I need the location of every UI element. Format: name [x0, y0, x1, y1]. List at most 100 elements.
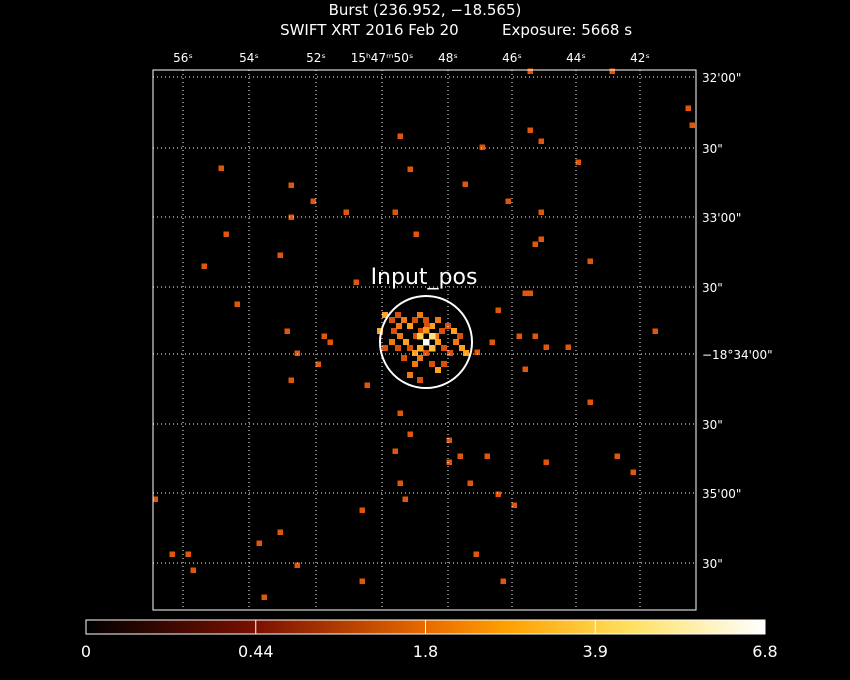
pixel: [418, 328, 424, 334]
pixel: [417, 355, 423, 361]
pixel: [474, 349, 480, 355]
pixel: [401, 355, 407, 361]
pixel: [294, 350, 300, 356]
pixel: [397, 333, 403, 339]
pixel: [392, 209, 398, 215]
dec-tick-label: 35'00": [702, 487, 741, 501]
pixel: [459, 345, 465, 351]
date: 2016 Feb 20: [365, 21, 458, 39]
pixel: [489, 339, 495, 345]
pixel: [417, 377, 423, 383]
pixel: [310, 198, 316, 204]
pixel: [463, 350, 469, 356]
pixel: [343, 209, 349, 215]
pixel: [417, 333, 424, 340]
pixel: [412, 317, 418, 323]
pixel: [446, 437, 452, 443]
pixel: [652, 328, 658, 334]
pixel: [441, 345, 447, 351]
pixel: [412, 350, 418, 356]
pixel: [435, 367, 441, 373]
ra-tick-label: 48ˢ: [438, 51, 458, 65]
pixel: [417, 345, 424, 352]
dec-tick-label: 30": [702, 281, 723, 295]
pixel: [429, 323, 435, 329]
title: Burst (236.952, −18.565): [329, 1, 522, 19]
pixel: [500, 578, 506, 584]
colorbar-ticks: 0 0.44 1.8 3.9 6.8: [81, 620, 778, 661]
position-circle: [379, 295, 473, 389]
coordinate-grid: 56ˢ 54ˢ 52ˢ 15ʰ47ᵐ50ˢ 48ˢ 46ˢ 44ˢ 42ˢ 32'00" 30" 3…: [153, 51, 773, 610]
pixel: [218, 165, 224, 171]
pixel: [359, 578, 365, 584]
dec-tick-label: 33'00": [702, 211, 741, 225]
dec-tick-label: 30": [702, 142, 723, 156]
pixel: [403, 339, 409, 345]
pixel: [446, 459, 452, 465]
pixel: [412, 361, 418, 367]
pixel: [685, 105, 691, 111]
ra-tick-label: 15ʰ47ᵐ50ˢ: [351, 51, 414, 65]
pixel: [382, 312, 388, 318]
pixel: [441, 361, 447, 367]
pixel: [396, 323, 402, 329]
pixel: [397, 133, 403, 139]
pixel: [359, 507, 365, 513]
pixel: [389, 339, 395, 345]
colorbar-tick-label: 0: [81, 642, 91, 661]
pixel: [484, 453, 490, 459]
pixel: [527, 68, 533, 74]
pixel: [423, 317, 429, 323]
pixel: [169, 551, 175, 557]
pixel: [315, 361, 321, 367]
pixel: [277, 529, 283, 535]
pixel: [407, 431, 413, 437]
image-frame: [152, 69, 697, 611]
pixel: [495, 491, 501, 497]
ra-tick-label: 42ˢ: [630, 51, 650, 65]
pixel: [527, 290, 533, 296]
ra-tick-label: 56ˢ: [173, 51, 193, 65]
pixel: [377, 328, 383, 334]
pixel: [223, 231, 229, 237]
pixel: [532, 333, 538, 339]
dec-tick-label: −18°34'00": [702, 348, 773, 362]
pixel: [587, 258, 593, 264]
instrument: SWIFT XRT: [280, 21, 361, 39]
pixel: [401, 317, 407, 323]
pixel: [256, 540, 262, 546]
ra-tick-label: 46ˢ: [502, 51, 522, 65]
pixel: [435, 317, 441, 323]
pixel: [538, 138, 544, 144]
pixel: [288, 182, 294, 188]
pixel: [397, 480, 403, 486]
pixel: [413, 333, 419, 339]
pixel: [462, 181, 468, 187]
pixel: [284, 328, 290, 334]
pixel: [321, 333, 327, 339]
pixel: [565, 344, 571, 350]
pixel: [453, 339, 459, 345]
pixel: [190, 567, 196, 573]
dec-tick-label: 30": [702, 557, 723, 571]
pixel: [353, 279, 359, 285]
ra-tick-label: 44ˢ: [566, 51, 586, 65]
event-pixels: [152, 68, 695, 600]
pixel: [457, 333, 463, 339]
pixel: [433, 333, 439, 339]
pixel: [407, 372, 413, 378]
pixel: [543, 459, 549, 465]
pixel: [327, 339, 333, 345]
pixel: [689, 122, 695, 128]
pixel: [288, 214, 294, 220]
pixel: [479, 144, 485, 150]
pixel: [152, 496, 158, 502]
pixel: [467, 480, 473, 486]
pixel: [429, 361, 435, 367]
pixel: [201, 263, 207, 269]
pixel: [538, 209, 544, 215]
pixel: [424, 323, 430, 329]
pixel: [522, 366, 528, 372]
pixel: [614, 453, 620, 459]
